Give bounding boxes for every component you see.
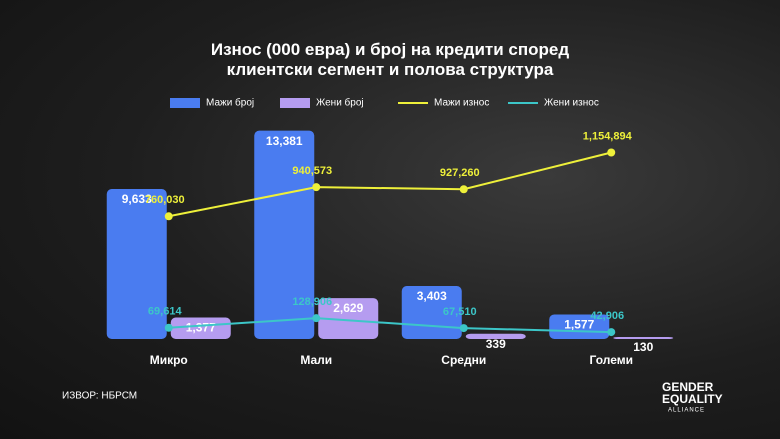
line-point xyxy=(164,212,173,221)
data-label: 940,573 xyxy=(292,165,332,177)
data-label: 1,577 xyxy=(564,318,594,332)
line-point xyxy=(164,323,173,332)
bar xyxy=(170,317,231,339)
data-label: 760,030 xyxy=(145,194,185,206)
source: ИЗВОР: НБРСМ xyxy=(62,391,137,402)
data-label: 927,260 xyxy=(440,167,480,179)
line-point xyxy=(459,324,468,333)
line-point xyxy=(607,148,616,157)
legend-swatch xyxy=(280,98,310,108)
logo-text: GENDER xyxy=(662,380,714,394)
data-label: 128,906 xyxy=(292,296,332,308)
legend-swatch xyxy=(170,98,200,108)
line xyxy=(168,151,612,218)
data-label: 3,403 xyxy=(417,289,447,303)
data-label: 42,906 xyxy=(590,310,624,322)
data-label: 2,629 xyxy=(333,301,363,315)
logo-text: EQUALITY xyxy=(662,392,723,406)
chart-title: Износ (000 евра) и број на кредити споре… xyxy=(210,40,570,79)
bar xyxy=(465,333,526,339)
bar xyxy=(318,298,379,339)
legend-label: Жени број xyxy=(316,97,364,109)
x-tick-label: Мали xyxy=(300,353,332,367)
bar xyxy=(106,189,167,339)
data-label: 339 xyxy=(486,337,506,351)
data-label: 69,614 xyxy=(148,306,183,318)
line-point xyxy=(607,328,616,337)
bar xyxy=(254,130,315,339)
line-point xyxy=(312,183,321,192)
bar xyxy=(549,314,610,339)
data-label: 130 xyxy=(633,340,653,354)
x-tick-label: Средни xyxy=(441,353,486,367)
legend-label: Мажи износ xyxy=(434,98,489,109)
bar xyxy=(613,336,674,339)
data-label: 1,377 xyxy=(186,321,216,335)
x-tick-label: Големи xyxy=(590,353,633,367)
line xyxy=(168,317,612,334)
logo-text: ALLIANCE xyxy=(668,408,705,414)
data-label: 1,154,894 xyxy=(583,130,633,142)
line-point xyxy=(459,185,468,194)
data-label: 13,381 xyxy=(266,134,303,148)
line-point xyxy=(312,314,321,323)
x-tick-label: Микро xyxy=(150,353,188,367)
legend-label: Жени износ xyxy=(544,98,599,109)
data-label: 9,633 xyxy=(122,192,152,206)
legend-label: Мажи број xyxy=(206,97,254,109)
data-label: 67,510 xyxy=(443,306,477,318)
